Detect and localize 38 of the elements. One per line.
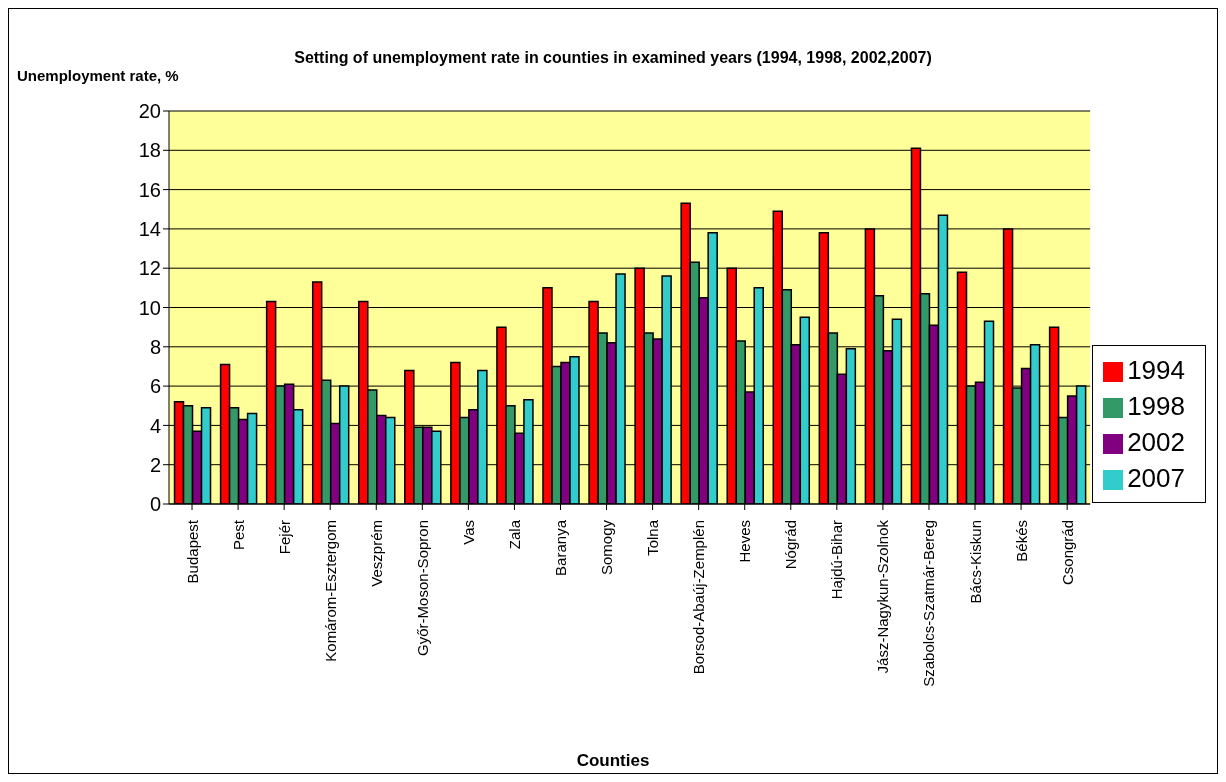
y-tick-label: 10 <box>138 296 161 319</box>
x-tick-label: Nógrád <box>782 520 800 570</box>
x-tick-label: Hajdú-Bihar <box>828 520 846 600</box>
x-tick-label: Vas <box>459 520 477 545</box>
x-tick-label: Borsod-Abaúj-Zemplén <box>690 520 708 675</box>
y-tick-label: 16 <box>138 178 161 201</box>
legend-label: 1998 <box>1127 391 1185 421</box>
x-tick-label: Budapest <box>183 519 201 584</box>
x-tick-label: Bács-Kiskun <box>966 520 984 604</box>
x-tick-label: Pest <box>229 519 247 551</box>
y-axis-title: Unemployment rate, % <box>17 67 179 84</box>
x-tick-label: Tolna <box>644 519 662 556</box>
y-tick-label: 6 <box>149 375 161 398</box>
x-tick-label: Veszprém <box>367 520 385 587</box>
x-axis-title: Counties <box>575 751 651 771</box>
x-tick-label: Csongrád <box>1058 520 1076 586</box>
x-tick-label: Jász-Nagykun-Szolnok <box>874 519 892 674</box>
y-tick-label: 8 <box>149 335 161 358</box>
y-tick-label: 20 <box>138 100 161 123</box>
x-tick-label: Szabolcs-Szatmár-Bereg <box>920 520 938 687</box>
x-tick-label: Fejér <box>275 520 293 555</box>
y-tick-label: 18 <box>138 139 161 162</box>
y-tick-label: 2 <box>149 453 161 476</box>
x-tick-label: Zala <box>505 519 523 550</box>
x-tick-label: Baranya <box>551 519 569 576</box>
x-tick-label: Heves <box>736 520 754 563</box>
y-tick-label: 12 <box>138 257 161 280</box>
legend-label: 1994 <box>1127 355 1185 385</box>
y-tick-label: 4 <box>149 414 161 437</box>
y-tick-label: 14 <box>138 218 161 240</box>
legend-label: 2007 <box>1127 463 1185 493</box>
x-tick-label: Békés <box>1012 520 1030 562</box>
chart-title: Setting of unemployment rate in counties in examined years (1994, 1998, 2002,2007) <box>293 49 933 67</box>
x-tick-label: Komárom-Esztergom <box>321 520 339 662</box>
y-tick-label: 0 <box>149 493 161 516</box>
x-tick-label: Somogy <box>598 519 616 576</box>
legend-label: 2002 <box>1127 427 1185 457</box>
x-tick-label: Győr-Moson-Sopron <box>413 520 431 656</box>
